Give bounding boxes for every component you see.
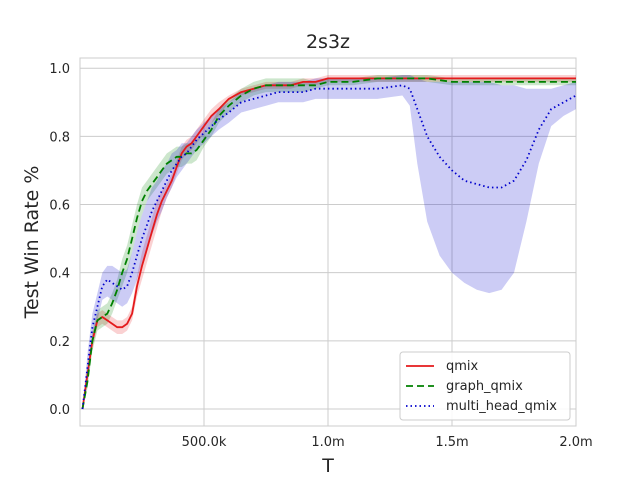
- y-axis-label: Test Win Rate %: [21, 166, 43, 320]
- y-tick-labels: 0.0 0.2 0.4 0.6 0.8 1.0: [49, 62, 70, 418]
- y-tick-label: 0.0: [49, 403, 70, 418]
- x-tick-labels: 500.0k 1.0m 1.5m 2.0m: [182, 435, 593, 450]
- legend-label: graph_qmix: [446, 379, 523, 394]
- line-graph_qmix: [81, 77, 576, 410]
- y-tick-label: 1.0: [49, 62, 70, 77]
- y-tick-label: 0.8: [49, 130, 70, 145]
- band-multi_head_qmix: [82, 75, 576, 409]
- legend: qmix graph_qmix multi_head_qmix: [399, 351, 571, 421]
- confidence-bands: [82, 75, 576, 409]
- chart-title: 2s3z: [306, 31, 350, 53]
- x-tick-label: 500.0k: [182, 435, 227, 450]
- legend-label: qmix: [446, 359, 479, 374]
- x-tick-label: 2.0m: [559, 435, 592, 450]
- series-lines: [81, 77, 577, 410]
- x-axis-label: T: [321, 455, 334, 477]
- x-tick-label: 1.0m: [311, 435, 344, 450]
- line-multi_head_qmix: [81, 84, 577, 410]
- grid: [80, 58, 577, 426]
- y-tick-label: 0.4: [49, 267, 70, 282]
- x-tick-label: 1.5m: [435, 435, 468, 450]
- y-tick-label: 0.6: [49, 199, 70, 214]
- y-tick-label: 0.2: [49, 335, 70, 350]
- legend-label: multi_head_qmix: [446, 399, 557, 414]
- legend-box: [399, 351, 571, 421]
